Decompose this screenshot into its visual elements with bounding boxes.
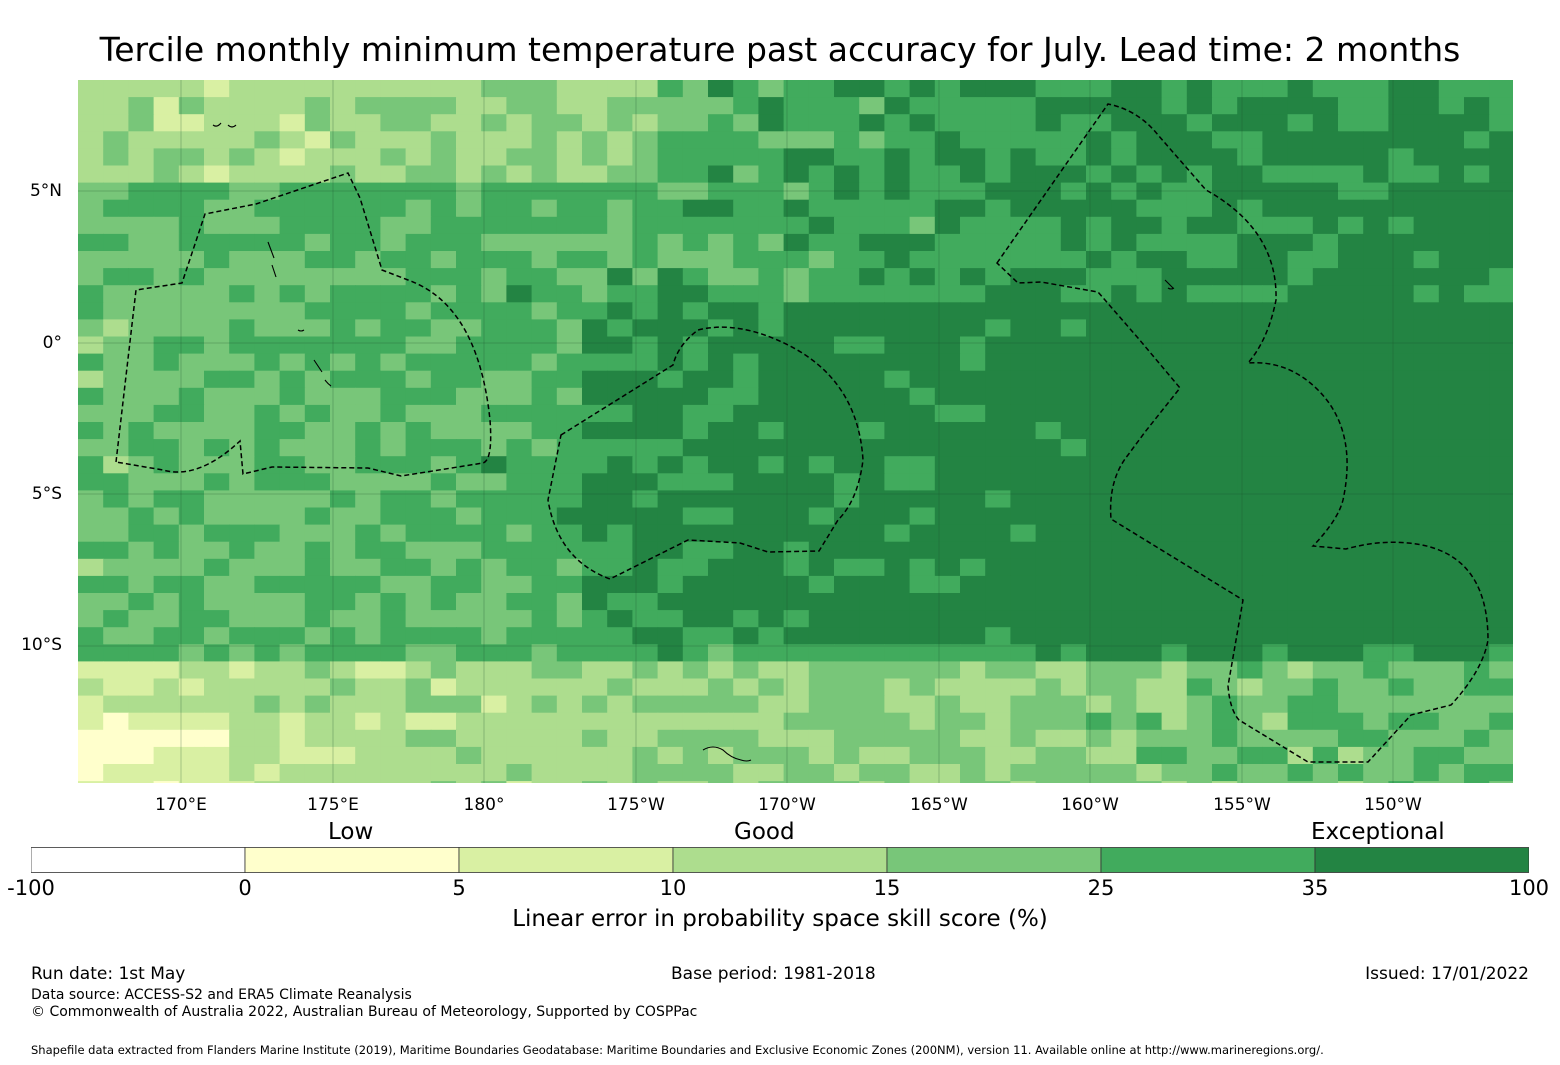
colorbar-swatch bbox=[1100, 847, 1316, 873]
islands bbox=[212, 122, 1175, 762]
issued-date: Issued: 17/01/2022 bbox=[1365, 964, 1529, 984]
lat-label-10s: 10°S bbox=[21, 635, 62, 655]
colorbar-tick-15: 15 bbox=[873, 876, 901, 900]
skill-grid bbox=[78, 80, 1513, 783]
colorbar-tick-5: 5 bbox=[452, 876, 466, 900]
lon-label-170e: 170°E bbox=[155, 795, 207, 815]
colorbar-swatch bbox=[458, 847, 674, 873]
lon-label-160w: 160°W bbox=[1061, 795, 1119, 815]
colorbar-swatch bbox=[244, 847, 460, 873]
lat-label-0: 0° bbox=[42, 333, 62, 353]
colorbar-title: Linear error in probability space skill … bbox=[512, 906, 1048, 932]
eez-boundary-tuvalu bbox=[115, 172, 492, 477]
colorbar-swatch bbox=[31, 847, 246, 873]
lat-label-5n: 5°N bbox=[29, 181, 62, 201]
eez-boundary-tokelau bbox=[547, 326, 864, 580]
skill-score-map bbox=[78, 80, 1513, 783]
category-good: Good bbox=[734, 819, 795, 845]
run-date: Run date: 1st May bbox=[31, 964, 186, 984]
shapefile-credit: Shapefile data extracted from Flanders M… bbox=[31, 1043, 1324, 1057]
colorbar-tick-neg100: -100 bbox=[7, 876, 55, 900]
category-low: Low bbox=[328, 819, 374, 845]
graticule bbox=[78, 80, 1513, 783]
map-title: Tercile monthly minimum temperature past… bbox=[99, 30, 1461, 69]
colorbar-tick-100: 100 bbox=[1508, 876, 1550, 900]
lon-label-175e: 175°E bbox=[307, 795, 359, 815]
colorbar-swatch bbox=[672, 847, 888, 873]
category-exceptional: Exceptional bbox=[1311, 819, 1445, 845]
lon-label-180: 180° bbox=[463, 795, 505, 815]
data-source: Data source: ACCESS-S2 and ERA5 Climate … bbox=[31, 987, 412, 1003]
eez-boundaries bbox=[115, 103, 1489, 763]
lon-label-170w: 170°W bbox=[758, 795, 816, 815]
base-period: Base period: 1981-2018 bbox=[671, 964, 876, 984]
lon-label-155w: 155°W bbox=[1213, 795, 1271, 815]
lat-label-5s: 5°S bbox=[31, 484, 62, 504]
lon-label-165w: 165°W bbox=[910, 795, 968, 815]
lon-label-175w: 175°W bbox=[607, 795, 665, 815]
lon-label-150w: 150°W bbox=[1364, 795, 1422, 815]
eez-boundary-kiribati bbox=[996, 103, 1489, 763]
copyright: © Commonwealth of Australia 2022, Austra… bbox=[31, 1004, 698, 1020]
colorbar-swatch bbox=[886, 847, 1102, 873]
colorbar-tick-35: 35 bbox=[1301, 876, 1329, 900]
colorbar-tick-0: 0 bbox=[238, 876, 252, 900]
colorbar-tick-25: 25 bbox=[1087, 876, 1115, 900]
colorbar-tick-10: 10 bbox=[659, 876, 687, 900]
colorbar bbox=[31, 847, 1529, 873]
colorbar-swatch bbox=[1314, 847, 1529, 873]
